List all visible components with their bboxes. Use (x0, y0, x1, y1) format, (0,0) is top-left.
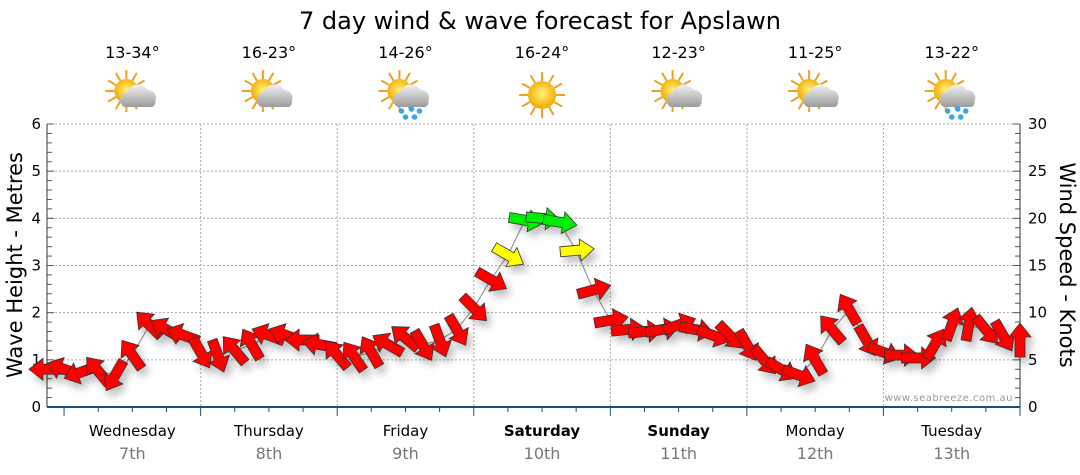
partly-cloudy-icon (105, 70, 156, 112)
day-column-monday: 11-25° Monday 12th (786, 43, 845, 463)
left-tick-label: 4 (31, 209, 41, 227)
day-column-saturday: 16-24° Saturday 10th (504, 43, 581, 463)
right-tick-label: 15 (1028, 257, 1047, 275)
partly-cloudy-icon (651, 70, 703, 112)
day-column-sunday: 12-23° Sunday 11th (647, 43, 710, 463)
day-label: Saturday (504, 422, 581, 440)
wind-arrow (239, 328, 265, 362)
date-label: 10th (524, 444, 561, 463)
wind-arrow (837, 293, 863, 327)
wind-arrow (409, 327, 435, 361)
left-tick-label: 3 (31, 257, 41, 275)
left-tick-label: 5 (31, 162, 41, 180)
temperature-range: 12-23° (651, 43, 706, 62)
wind-arrow (222, 336, 250, 367)
right-tick-label: 30 (1028, 115, 1047, 133)
left-tick-label: 0 (31, 398, 41, 416)
temperature-range: 11-25° (788, 43, 843, 62)
day-label: Monday (786, 422, 845, 440)
showers-icon (924, 70, 976, 120)
right-tick-label: 0 (1028, 398, 1038, 416)
wind-arrow (473, 266, 507, 292)
day-column-friday: 14-26° Friday 9th (378, 43, 433, 463)
date-label: 7th (119, 444, 146, 463)
temperature-range: 13-34° (105, 43, 160, 62)
date-label: 13th (933, 444, 970, 463)
chart-title: 7 day wind & wave forecast for Apslawn (299, 7, 781, 35)
wind-arrow (359, 336, 385, 370)
date-label: 11th (660, 444, 697, 463)
wind-arrow (443, 312, 469, 346)
wind-arrow (803, 343, 829, 377)
right-axis-label: Wind Speed - Knots (1055, 162, 1079, 367)
day-label: Friday (383, 422, 429, 440)
wind-arrow (372, 332, 406, 358)
temperature-range: 13-22° (924, 43, 979, 62)
wind-arrow (103, 358, 129, 392)
day-column-thursday: 16-23° Thursday 8th (233, 43, 304, 463)
day-column-wednesday: 13-34° Wednesday 7th (89, 43, 176, 463)
temperature-range: 16-23° (242, 43, 297, 62)
right-tick-label: 5 (1028, 351, 1038, 369)
date-label: 9th (392, 444, 419, 463)
wind-arrow (941, 307, 965, 343)
right-tick-label: 10 (1028, 304, 1047, 322)
wind-arrow (458, 292, 487, 322)
wind-arrow (1008, 322, 1032, 358)
date-label: 12th (797, 444, 834, 463)
day-label: Wednesday (89, 422, 176, 440)
wind-arrow (490, 242, 525, 268)
temperature-range: 16-24° (515, 43, 570, 62)
day-label: Sunday (647, 422, 710, 440)
watermark: www.seabreeze.com.au (885, 393, 1013, 404)
wind-arrow (820, 315, 847, 346)
sunny-icon (519, 72, 566, 118)
temperature-range: 14-26° (378, 43, 433, 62)
wind-arrow (542, 211, 578, 235)
partly-cloudy-icon (241, 70, 293, 112)
day-column-tuesday: 13-22° Tuesday 13th (920, 43, 982, 463)
wind-arrow (342, 341, 369, 374)
right-tick-label: 25 (1028, 162, 1047, 180)
day-label: Tuesday (920, 422, 982, 440)
wind-arrow (325, 340, 352, 372)
left-tick-label: 1 (31, 351, 41, 369)
right-tick-label: 20 (1028, 209, 1047, 227)
wind-arrow (576, 277, 612, 301)
wind-arrow (187, 335, 213, 369)
wind-arrow (207, 337, 231, 373)
date-label: 8th (256, 444, 283, 463)
wind-arrow (780, 364, 816, 388)
left-axis-label: Wave Height - Metres (3, 152, 27, 378)
wind-arrow (559, 238, 595, 262)
left-tick-label: 2 (31, 304, 41, 322)
showers-icon (378, 70, 430, 120)
wind-arrow (120, 339, 147, 372)
wind-arrow (957, 306, 982, 343)
left-tick-label: 6 (31, 115, 41, 133)
partly-cloudy-icon (788, 70, 839, 112)
wind-arrow (428, 322, 452, 358)
day-label: Thursday (233, 422, 304, 440)
